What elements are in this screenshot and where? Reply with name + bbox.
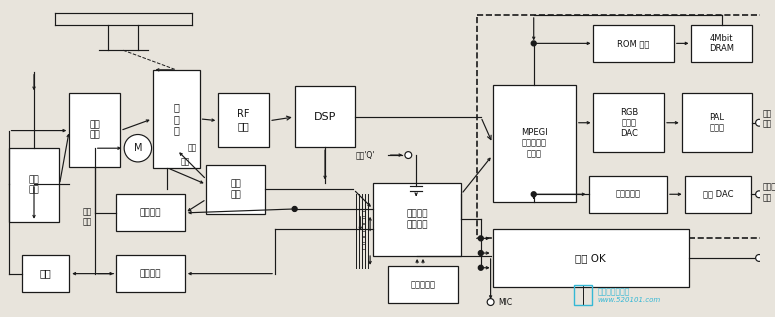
Circle shape	[478, 251, 484, 256]
Text: 音频 DAC: 音频 DAC	[703, 190, 733, 199]
Text: PAL
编码器: PAL 编码器	[709, 113, 725, 133]
Text: 复合
视频: 复合 视频	[763, 109, 772, 128]
Bar	[691, 25, 753, 62]
Text: 光头
伺服: 光头 伺服	[230, 180, 241, 199]
Bar	[116, 255, 185, 292]
Circle shape	[756, 255, 763, 262]
Text: 主轴
电机: 主轴 电机	[89, 120, 100, 140]
Text: M: M	[133, 143, 142, 153]
Bar	[22, 255, 69, 292]
Bar	[682, 93, 753, 152]
Text: RGB
三通道
DAC: RGB 三通道 DAC	[620, 108, 638, 138]
Bar	[69, 93, 120, 167]
Text: 主轴伺服: 主轴伺服	[140, 269, 161, 278]
Text: 进给驱动: 进给驱动	[140, 208, 161, 217]
Text: ROM 选用: ROM 选用	[618, 39, 650, 48]
Text: 聚焦: 聚焦	[181, 158, 190, 166]
Circle shape	[756, 191, 763, 198]
Circle shape	[405, 152, 412, 158]
Bar	[588, 176, 667, 213]
Bar	[153, 70, 200, 168]
Bar	[294, 87, 356, 147]
Bar	[388, 266, 458, 303]
Text: 装盘
机构: 装盘 机构	[29, 175, 40, 195]
Bar	[373, 183, 461, 256]
Bar	[594, 93, 664, 152]
Bar	[116, 194, 185, 231]
Bar	[594, 25, 673, 62]
Text: 系统控制
微处理器: 系统控制 微处理器	[406, 210, 428, 229]
Text: www.520101.com: www.520101.com	[598, 297, 660, 303]
Text: 前面板电路: 前面板电路	[411, 280, 436, 289]
Text: RF
放大: RF 放大	[237, 109, 250, 131]
Text: 驱动: 驱动	[40, 268, 52, 279]
Text: 串
行
数
据
总
线: 串 行 数 据 总 线	[361, 211, 365, 249]
Bar	[219, 93, 269, 147]
Bar	[477, 15, 766, 238]
Text: 进给
电机: 进给 电机	[82, 207, 91, 227]
Circle shape	[478, 236, 484, 241]
Bar	[493, 85, 576, 202]
Text: 立体声
音频: 立体声 音频	[763, 183, 775, 202]
Circle shape	[487, 299, 494, 306]
Text: MPEGI
视频和音频
解码器: MPEGI 视频和音频 解码器	[521, 128, 547, 158]
Text: 家电维修资料网: 家电维修资料网	[598, 288, 630, 297]
Circle shape	[292, 206, 297, 211]
Text: MIC: MIC	[498, 298, 512, 307]
Text: DSP: DSP	[314, 112, 336, 122]
Circle shape	[532, 41, 536, 46]
Text: 数字滤波器: 数字滤波器	[615, 190, 640, 199]
Circle shape	[478, 265, 484, 270]
Bar	[493, 229, 688, 287]
Circle shape	[124, 134, 152, 162]
Bar	[684, 176, 751, 213]
Circle shape	[532, 192, 536, 197]
Bar	[9, 148, 60, 222]
Circle shape	[756, 119, 763, 126]
Bar	[574, 285, 591, 305]
Text: 卡拉 OK: 卡拉 OK	[575, 253, 606, 263]
Bar	[206, 165, 265, 214]
Text: 子码'Q': 子码'Q'	[356, 151, 375, 159]
Text: 水
光
耦: 水 光 耦	[173, 102, 179, 135]
Text: 滤遮: 滤遮	[187, 144, 196, 153]
Text: 4Mbit
DRAM: 4Mbit DRAM	[709, 34, 735, 53]
